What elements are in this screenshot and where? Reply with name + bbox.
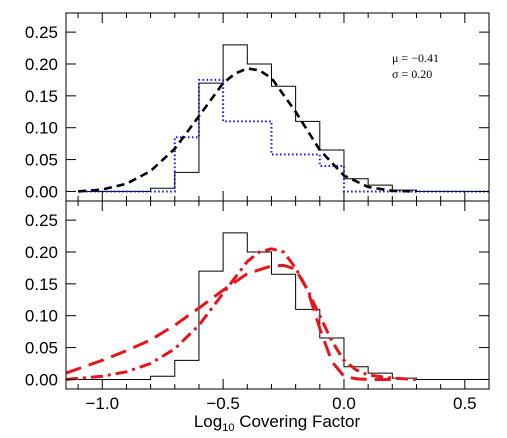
top-y-tick-labels: 0.00 0.05 0.10 0.15 0.20 0.25: [25, 23, 58, 201]
bottom-plot-frame: [65, 200, 490, 390]
bottom-y-tick-label: 0.10: [25, 307, 58, 326]
x-tick-labels: −1.0 −0.5 0.0 0.5: [85, 394, 476, 413]
top-y-tick-label: 0.25: [25, 23, 58, 42]
x-tick-label: −0.5: [206, 394, 240, 413]
bottom-y-tick-label: 0.15: [25, 275, 58, 294]
x-axis-title-rest: Covering Factor: [234, 412, 360, 431]
x-tick-label: 0.5: [453, 394, 477, 413]
x-tick-label: −1.0: [85, 394, 119, 413]
bottom-y-tick-label: 0.05: [25, 339, 58, 358]
top-series-2-curve: [77, 67, 417, 193]
bottom-plot-area: [66, 232, 489, 381]
x-axis-title-main: Log: [194, 412, 222, 431]
top-y-tick-label: 0.20: [25, 55, 58, 74]
bottom-panel: 0.00 0.05 0.10 0.15 0.20 0.25 −1.0 −0.5 0.0 0.5: [25, 200, 490, 413]
bottom-y-tick-label: 0.25: [25, 211, 58, 230]
bottom-y-tick-label: 0.20: [25, 243, 58, 262]
bottom-series-2-curve: [66, 247, 417, 381]
top-y-tick-label: 0.00: [25, 182, 58, 201]
top-plot-area: [77, 44, 489, 193]
x-axis-title: Log10 Covering Factor: [194, 412, 361, 434]
bottom-series-1-curve: [66, 263, 393, 381]
x-tick-label: 0.0: [332, 394, 356, 413]
top-panel: 0.00 0.05 0.10 0.15 0.20 0.25 μ = −0.41 σ = 0…: [25, 12, 490, 202]
bottom-axis-ticks: [66, 201, 490, 389]
x-axis-title-subscript: 10: [222, 422, 234, 434]
sigma-annotation: σ = 0.20: [392, 67, 432, 81]
top-y-tick-label: 0.15: [25, 87, 58, 106]
top-y-tick-label: 0.10: [25, 119, 58, 138]
bottom-y-tick-label: 0.00: [25, 370, 58, 389]
top-y-tick-label: 0.05: [25, 151, 58, 170]
mu-annotation: μ = −0.41: [392, 51, 439, 65]
bottom-y-tick-labels: 0.00 0.05 0.10 0.15 0.20 0.25: [25, 211, 58, 389]
top-axis-ticks: [66, 13, 490, 201]
